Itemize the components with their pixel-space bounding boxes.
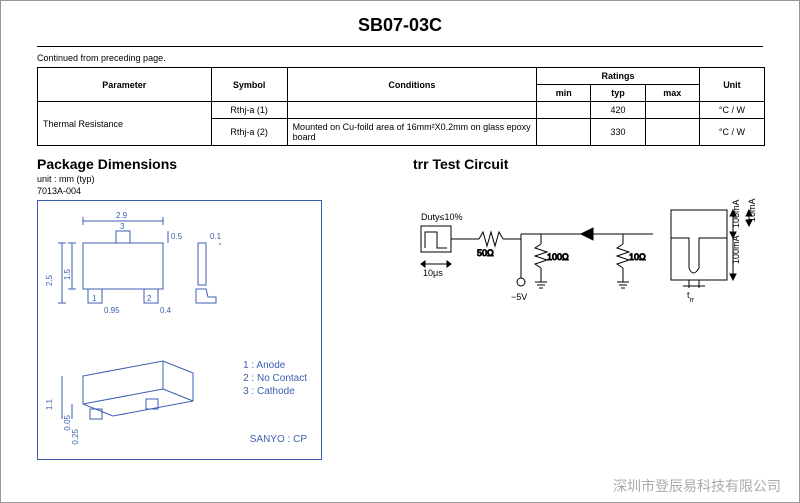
dim-pinoff: 0.4 [160, 306, 172, 315]
td-max [645, 119, 699, 146]
pin-legend: 1 : Anode 2 : No Contact 3 : Cathode [243, 359, 307, 398]
dim-t3: 0.05 [63, 414, 72, 430]
lbl-trr: trr [687, 290, 695, 304]
parameter-table: Parameter Symbol Conditions Ratings Unit… [37, 67, 765, 146]
lbl-pulsew: 10μs [423, 268, 443, 278]
th-ratings: Ratings [537, 68, 700, 85]
dim-t4: 0.25 [71, 428, 80, 444]
th-typ: typ [591, 85, 645, 102]
dim-15: 1.5 [63, 268, 72, 280]
dim-t1: 0.1 [210, 232, 222, 241]
th-max: max [645, 85, 699, 102]
td-param: Thermal Resistance [38, 102, 212, 146]
th-conditions: Conditions [287, 68, 537, 102]
td-symbol: Rthj-a (2) [211, 119, 287, 146]
td-unit: °C / W [699, 119, 764, 146]
dim-pinw: 0.95 [104, 306, 120, 315]
td-symbol: Rthj-a (1) [211, 102, 287, 119]
footer-watermark: 深圳市登辰易科技有限公司 [613, 476, 781, 496]
package-title: Package Dimensions [37, 156, 363, 172]
lbl-r2: 100Ω [547, 252, 569, 262]
package-code: 7013A-004 [37, 186, 363, 196]
dim-pin3: 3 [120, 222, 125, 231]
circuit-title: trr Test Circuit [413, 156, 763, 172]
td-cond [287, 102, 537, 119]
lbl-i2: 100mA [731, 199, 741, 228]
td-max [645, 102, 699, 119]
td-min [537, 119, 591, 146]
package-marking: SANYO : CP [250, 434, 307, 445]
th-parameter: Parameter [38, 68, 212, 102]
th-min: min [537, 85, 591, 102]
dim-pin2: 2 [147, 294, 152, 303]
dim-05: 0.5 [171, 232, 183, 241]
continued-text: Continued from preceding page. [37, 53, 763, 63]
package-unit: unit : mm (typ) [37, 174, 363, 184]
dim-t2: 1.1 [45, 398, 54, 410]
lbl-r1: 50Ω [477, 248, 494, 258]
lbl-i3: 10mA [747, 198, 757, 222]
td-cond: Mounted on Cu-foild area of 16mm²X0.2mm … [287, 119, 537, 146]
lbl-r3: 10Ω [629, 252, 646, 262]
th-symbol: Symbol [211, 68, 287, 102]
td-typ: 420 [591, 102, 645, 119]
dim-w: 2.9 [116, 211, 128, 220]
lbl-vneg: −5V [511, 292, 527, 302]
trr-circuit-diagram: 50Ω 100Ω 10Ω [413, 190, 763, 350]
td-typ: 330 [591, 119, 645, 146]
package-drawing: 2.9 3 0.5 1 2 0.95 0.4 2.5 1.5 0.1 1.1 0… [37, 200, 322, 460]
th-unit: Unit [699, 68, 764, 102]
dim-25: 2.5 [45, 274, 54, 286]
td-unit: °C / W [699, 102, 764, 119]
dim-pin1: 1 [92, 294, 97, 303]
page-title: SB07-03C [37, 1, 763, 47]
td-min [537, 102, 591, 119]
lbl-duty: Duty≤10% [421, 212, 462, 222]
lbl-i1: 100mA [731, 235, 741, 264]
